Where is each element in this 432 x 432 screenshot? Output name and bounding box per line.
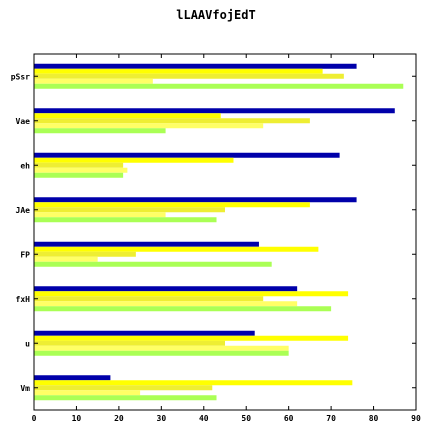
- x-tick-label: 50: [241, 414, 251, 423]
- x-tick-label: 60: [284, 414, 294, 423]
- bar-Vm-series-4: [34, 390, 141, 396]
- bar-pSsr-series-2: [34, 68, 323, 74]
- y-tick-label: JAe: [16, 206, 31, 215]
- bar-JAe-series-4: [34, 212, 166, 218]
- bar-eh-series-4: [34, 167, 128, 173]
- bar-JAe-series-3: [34, 207, 225, 213]
- x-tick-label: 10: [72, 414, 82, 423]
- y-tick-label: fxH: [16, 295, 31, 304]
- x-tick-label: 20: [114, 414, 124, 423]
- bar-u-series-2: [34, 335, 349, 341]
- x-tick-label: 80: [369, 414, 379, 423]
- bar-pSsr-series-3: [34, 73, 344, 79]
- bar-u-series-1: [34, 330, 255, 336]
- bar-u-series-5: [34, 350, 289, 356]
- bar-FP-series-1: [34, 241, 259, 247]
- bar-u-series-3: [34, 340, 225, 346]
- x-tick-label: 30: [157, 414, 167, 423]
- bar-JAe-series-1: [34, 197, 357, 203]
- bar-JAe-series-2: [34, 202, 310, 208]
- bar-Vm-series-3: [34, 385, 213, 391]
- bar-pSsr-series-4: [34, 78, 153, 84]
- bar-pSsr-series-5: [34, 83, 404, 89]
- chart-title: lLAAVfojEdT: [176, 8, 256, 22]
- bar-fxH-series-1: [34, 286, 298, 292]
- y-tick-label: Vm: [20, 384, 30, 393]
- x-tick-label: 0: [32, 414, 37, 423]
- bar-u-series-4: [34, 345, 289, 351]
- bar-Vae-series-5: [34, 128, 166, 134]
- bar-Vm-series-1: [34, 375, 111, 381]
- y-tick-label: Vae: [16, 117, 31, 126]
- y-tick-label: pSsr: [11, 72, 30, 81]
- bar-eh-series-1: [34, 152, 340, 158]
- bar-eh-series-5: [34, 172, 124, 178]
- bar-Vae-series-1: [34, 108, 395, 114]
- bar-pSsr-series-1: [34, 63, 357, 69]
- bar-FP-series-2: [34, 246, 319, 252]
- bar-Vm-series-2: [34, 380, 353, 386]
- x-tick-label: 90: [411, 414, 421, 423]
- bar-eh-series-3: [34, 162, 124, 168]
- bar-FP-series-5: [34, 261, 272, 267]
- bar-fxH-series-2: [34, 291, 349, 297]
- y-tick-label: FP: [20, 250, 30, 259]
- bar-fxH-series-5: [34, 306, 332, 312]
- y-tick-label: eh: [20, 161, 30, 170]
- bar-Vae-series-3: [34, 118, 310, 124]
- bar-eh-series-2: [34, 157, 234, 163]
- bar-fxH-series-3: [34, 296, 264, 302]
- bar-Vm-series-5: [34, 395, 217, 401]
- bar-Vae-series-4: [34, 123, 264, 129]
- x-tick-label: 40: [199, 414, 209, 423]
- bar-Vae-series-2: [34, 113, 221, 119]
- bar-fxH-series-4: [34, 301, 298, 307]
- y-tick-label: u: [25, 339, 30, 348]
- x-tick-label: 70: [326, 414, 336, 423]
- bar-JAe-series-5: [34, 217, 217, 223]
- bar-FP-series-3: [34, 251, 136, 257]
- plot-frame: [33, 53, 417, 411]
- bar-FP-series-4: [34, 256, 98, 262]
